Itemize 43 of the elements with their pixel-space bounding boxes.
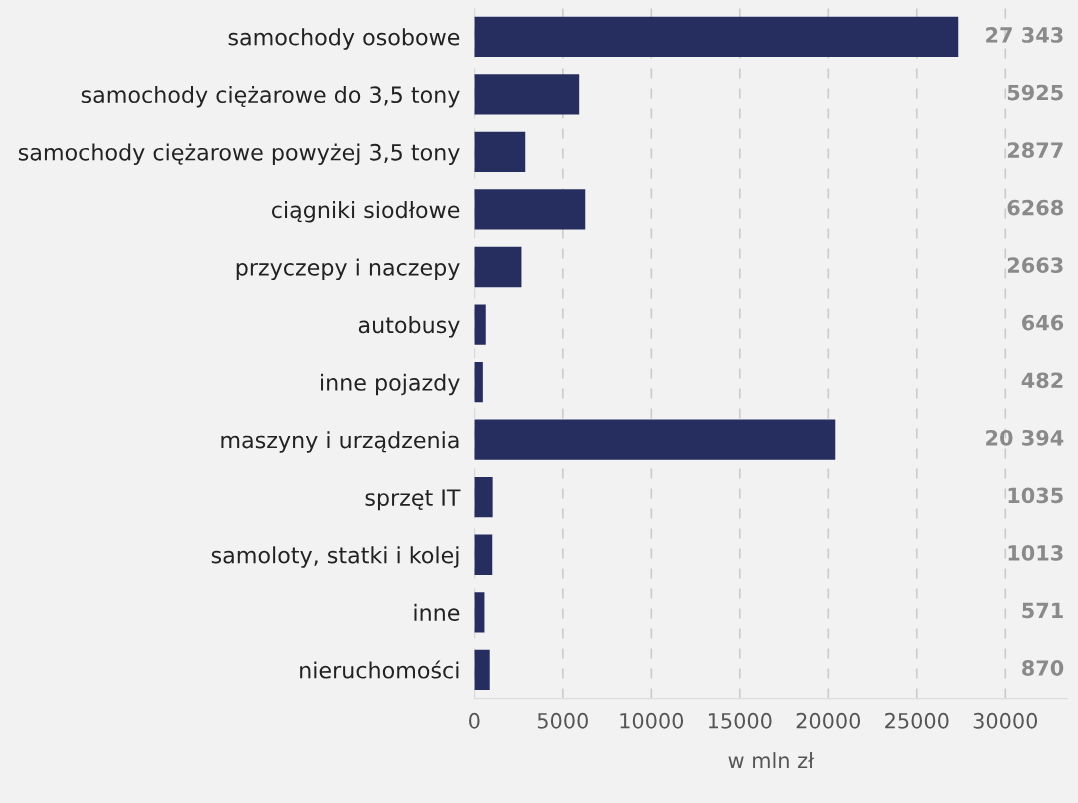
data-label: 870 [1022, 660, 1064, 676]
data-label: 27 343 [986, 27, 1063, 43]
y-tick-label: samoloty, statki i kolej [211, 546, 459, 568]
data-label: 1035 [1008, 487, 1063, 504]
y-tick-label: ciągniki siodłowe [271, 201, 460, 223]
bar [474, 649, 490, 690]
y-tick-label: autobusy [358, 316, 460, 338]
x-tick-label: 0 [469, 712, 480, 729]
bar [474, 419, 836, 460]
y-tick-label: samochody ciężarowe powyżej 3,5 tony [18, 143, 460, 165]
y-tick-label: przyczepy i naczepy [236, 258, 460, 281]
bar [474, 16, 959, 57]
y-tick-label: sprzęt IT [365, 489, 461, 511]
bar [474, 304, 486, 345]
data-label: 20 394 [986, 429, 1064, 446]
bar [474, 361, 483, 403]
data-label: 571 [1022, 602, 1063, 619]
data-label: 1013 [1008, 545, 1063, 561]
y-tick-label: samochody ciężarowe do 3,5 tony [81, 85, 460, 108]
data-label: 2663 [1007, 257, 1063, 274]
x-tick-label: 20000 [796, 712, 861, 729]
x-tick-label: 15000 [708, 712, 772, 729]
bar [474, 189, 586, 230]
x-axis-title: w mln zł [728, 752, 815, 768]
x-tick-label: 30000 [973, 712, 1038, 729]
y-tick-label: maszyny i urządzenia [221, 431, 459, 453]
bar [474, 246, 522, 288]
data-label: 482 [1021, 372, 1063, 389]
data-label: 646 [1022, 314, 1064, 331]
y-tick-label: samochody osobowe [228, 28, 460, 50]
data-label: 5925 [1007, 84, 1063, 101]
x-tick-label: 5000 [537, 712, 588, 729]
y-tick-label: nieruchomości [300, 660, 459, 679]
y-tick-label: inne [414, 603, 460, 622]
bar [474, 534, 493, 575]
data-label: 6268 [1007, 199, 1063, 216]
bar [474, 74, 580, 115]
x-tick-label: 10000 [620, 712, 684, 729]
y-tick-label: inne pojazdy [321, 373, 460, 396]
data-label: 2877 [1007, 142, 1063, 158]
bar [474, 477, 493, 518]
bar [474, 131, 526, 173]
x-tick-label: 25000 [885, 712, 949, 729]
